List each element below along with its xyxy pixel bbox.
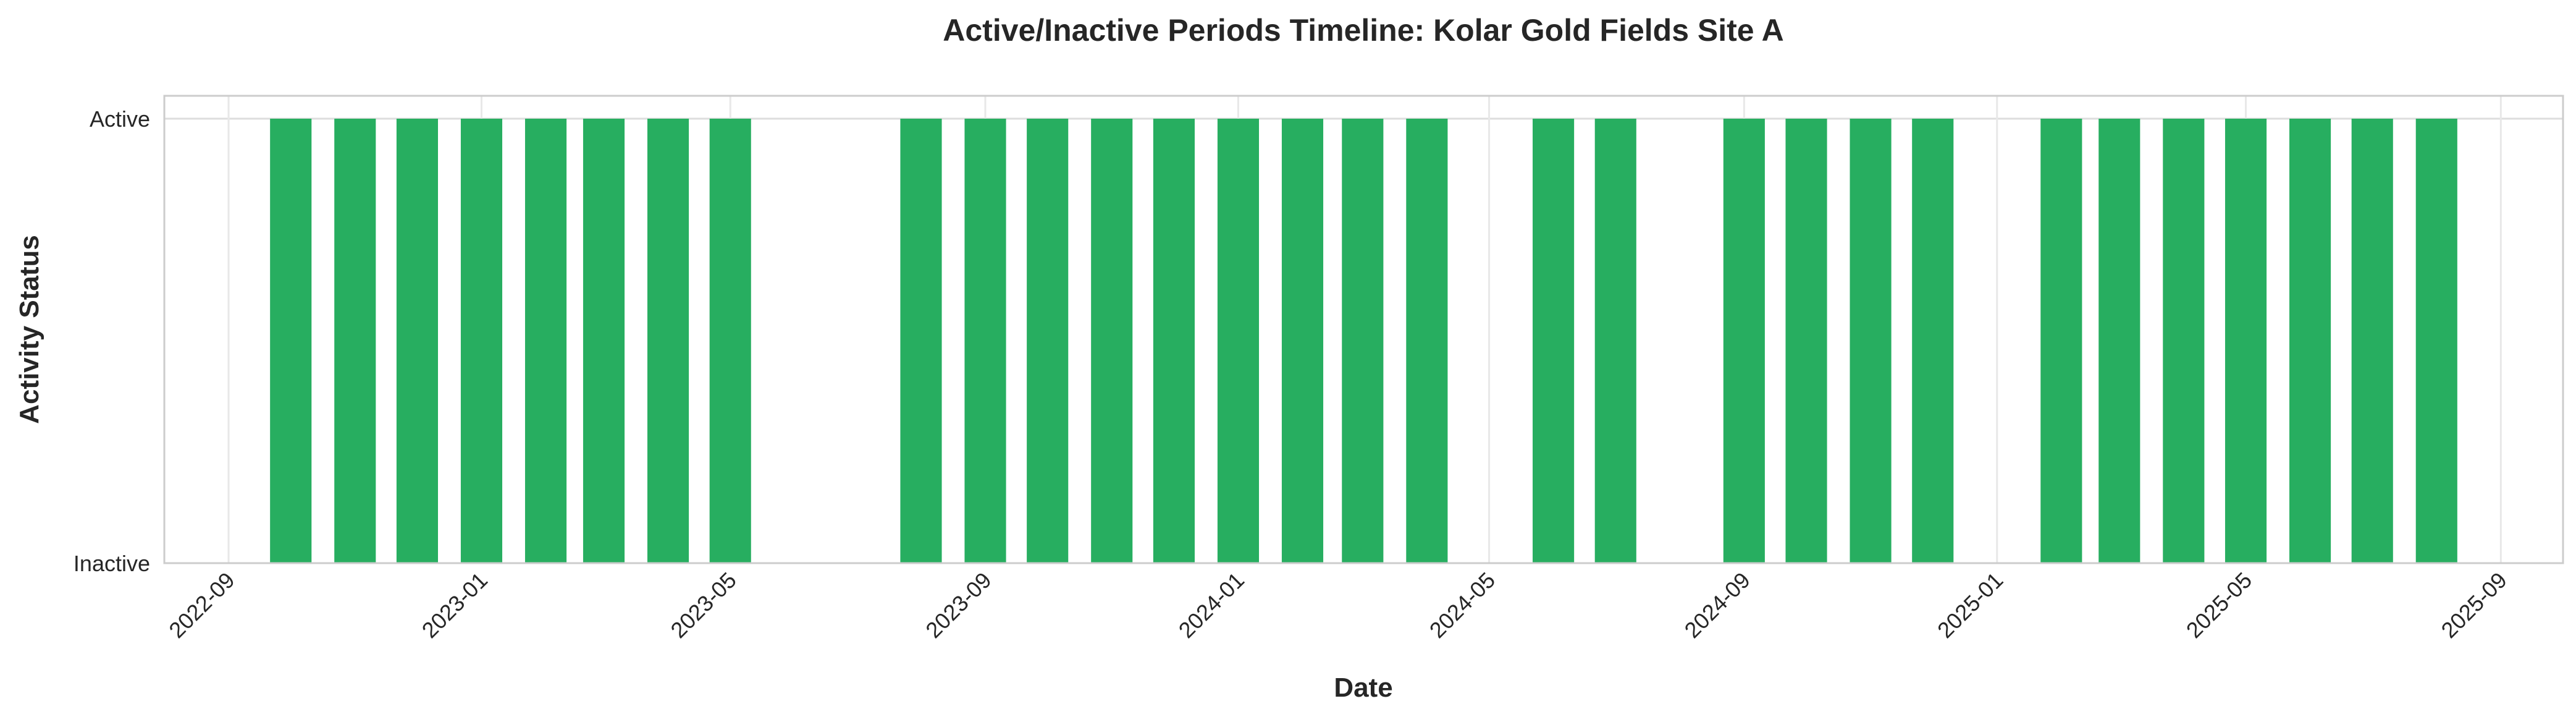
bar xyxy=(1594,119,1636,563)
chart-title: Active/Inactive Periods Timeline: Kolar … xyxy=(943,13,1784,48)
bar xyxy=(900,119,942,563)
bar xyxy=(270,119,312,563)
x-tick-label: 2023-09 xyxy=(920,567,996,643)
bar xyxy=(1533,119,1575,563)
bar xyxy=(396,119,439,563)
x-tick-label: 2024-09 xyxy=(1680,567,1755,643)
bar xyxy=(964,119,1006,563)
y-axis-label: Activity Status xyxy=(14,235,44,424)
bar xyxy=(1091,119,1133,563)
bar xyxy=(1342,119,1384,563)
bar xyxy=(647,119,689,563)
bar xyxy=(2098,119,2140,563)
bar xyxy=(1912,119,1954,563)
x-axis-label: Date xyxy=(1334,673,1392,703)
x-tick-label: 2025-09 xyxy=(2436,567,2512,643)
bars xyxy=(270,119,2457,563)
plot-frame xyxy=(163,95,2564,564)
bar xyxy=(1406,119,1448,563)
bar xyxy=(334,119,376,563)
bar xyxy=(2351,119,2393,563)
x-tick-label: 2025-05 xyxy=(2181,567,2257,643)
y-tick-label: Inactive xyxy=(74,551,150,576)
bar xyxy=(1281,119,1324,563)
bar xyxy=(1217,119,1260,563)
x-tick-label: 2023-05 xyxy=(665,567,741,643)
bar xyxy=(1850,119,1892,563)
bar xyxy=(2289,119,2331,563)
bar xyxy=(1027,119,1069,563)
x-tick-label: 2024-01 xyxy=(1174,567,1249,643)
bar xyxy=(524,119,567,563)
x-tick-label: 2025-01 xyxy=(1932,567,2008,643)
bar xyxy=(460,119,503,563)
bar xyxy=(2415,119,2457,563)
y-tick-label: Active xyxy=(90,106,150,132)
bar xyxy=(2040,119,2082,563)
x-tick-label: 2023-01 xyxy=(417,567,492,643)
bar xyxy=(1723,119,1765,563)
bar xyxy=(1785,119,1827,563)
bar xyxy=(1153,119,1195,563)
x-tick-label: 2024-05 xyxy=(1425,567,1500,643)
bar xyxy=(709,119,751,563)
x-tick-labels: 2022-09 2023-01 2023-05 2023-09 2024-01 2024-… xyxy=(164,567,2512,643)
y-tick-labels: Inactive Active xyxy=(74,106,150,576)
bar xyxy=(2225,119,2267,563)
bar xyxy=(583,119,625,563)
x-tick-label: 2022-09 xyxy=(164,567,239,643)
bar xyxy=(2163,119,2205,563)
